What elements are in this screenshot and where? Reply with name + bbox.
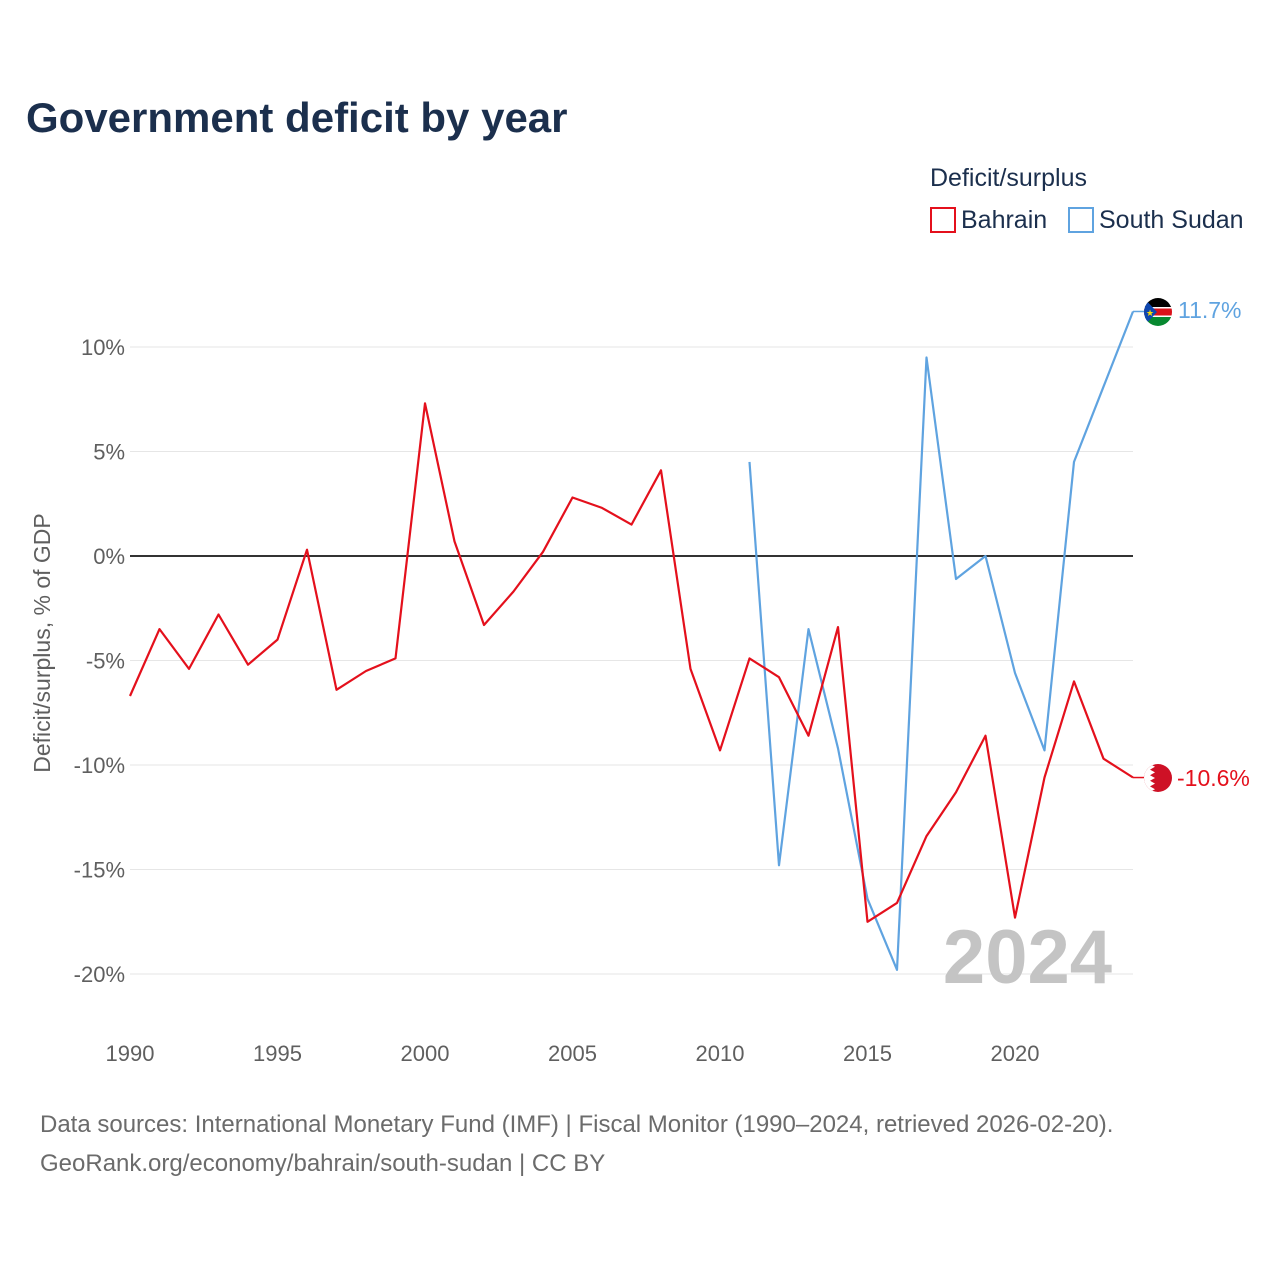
legend: Deficit/surplus Bahrain South Sudan: [930, 164, 1244, 234]
bahrain-flag: [1144, 764, 1172, 792]
x-tick-label: 1995: [253, 1041, 302, 1066]
data-point-south-sudan: [1130, 308, 1136, 314]
series-layer: [127, 308, 1144, 973]
data-point-bahrain: [776, 674, 782, 680]
data-point-south-sudan: [924, 354, 930, 360]
legend-label-south-sudan: South Sudan: [1099, 206, 1244, 234]
data-point-bahrain: [481, 622, 487, 628]
source-line-2: GeoRank.org/economy/bahrain/south-sudan …: [40, 1150, 605, 1177]
x-tick-label: 2005: [548, 1041, 597, 1066]
y-tick-label: 0%: [93, 544, 125, 569]
series-line-south-sudan: [748, 311, 1135, 971]
legend-label-bahrain: Bahrain: [961, 206, 1047, 234]
x-tick-label: 2010: [696, 1041, 745, 1066]
legend-item-bahrain[interactable]: Bahrain: [930, 206, 1047, 234]
data-point-south-sudan: [776, 862, 782, 868]
data-point-south-sudan: [1012, 670, 1018, 676]
data-point-bahrain: [688, 666, 694, 672]
data-point-south-sudan: [747, 459, 753, 465]
data-point-south-sudan: [953, 576, 959, 582]
data-point-bahrain: [216, 612, 222, 618]
data-point-bahrain: [304, 547, 310, 553]
x-tick-label: 2020: [991, 1041, 1040, 1066]
y-tick-label: -10%: [74, 753, 125, 778]
flags-layer: ★ 11.7% -10.6%: [1144, 297, 1250, 792]
y-tick-label: -5%: [86, 649, 125, 674]
data-point-bahrain: [599, 505, 605, 511]
legend-title: Deficit/surplus: [930, 164, 1087, 192]
data-point-south-sudan: [835, 745, 841, 751]
data-point-bahrain: [275, 637, 281, 643]
legend-item-south-sudan[interactable]: South Sudan: [1068, 206, 1244, 234]
x-tick-label: 1990: [106, 1041, 155, 1066]
y-tick-label: 5%: [93, 440, 125, 465]
data-point-bahrain: [452, 538, 458, 544]
y-axis-label: Deficit/surplus, % of GDP: [29, 513, 55, 772]
data-point-south-sudan: [983, 553, 989, 559]
svg-text:★: ★: [1146, 309, 1154, 319]
gridlines: [130, 346, 1133, 975]
data-point-bahrain: [658, 467, 664, 473]
data-point-bahrain: [570, 494, 576, 500]
data-point-bahrain: [1071, 678, 1077, 684]
data-point-bahrain: [1042, 775, 1048, 781]
data-point-south-sudan: [1101, 384, 1107, 390]
data-point-bahrain: [363, 668, 369, 674]
data-point-bahrain: [717, 747, 723, 753]
y-tick-label: -20%: [74, 962, 125, 987]
data-point-bahrain: [540, 549, 546, 555]
series-line-bahrain: [128, 402, 1134, 923]
source-line-1: Data sources: International Monetary Fun…: [40, 1111, 1113, 1138]
data-point-south-sudan: [894, 967, 900, 973]
end-label-bahrain: -10.6%: [1177, 765, 1250, 791]
data-point-bahrain: [186, 666, 192, 672]
end-label-south-sudan: 11.7%: [1178, 297, 1242, 323]
legend-swatch-bahrain: [930, 207, 956, 233]
chart-title: Government deficit by year: [26, 94, 568, 141]
data-point-bahrain: [1012, 915, 1018, 921]
data-point-bahrain: [245, 662, 251, 668]
data-point-south-sudan: [806, 626, 812, 632]
data-point-bahrain: [393, 655, 399, 661]
data-point-bahrain: [835, 624, 841, 630]
data-point-bahrain: [894, 900, 900, 906]
data-point-bahrain: [747, 655, 753, 661]
data-point-bahrain: [334, 687, 340, 693]
data-point-bahrain: [511, 589, 517, 595]
data-point-south-sudan: [1071, 459, 1077, 465]
y-tick-label: -15%: [74, 858, 125, 883]
x-tick-label: 2000: [401, 1041, 450, 1066]
x-axis-ticks: 1990 1995 2000 2005 2010 2015 2020: [106, 1041, 1040, 1066]
data-point-bahrain: [953, 789, 959, 795]
data-point-bahrain: [1130, 775, 1136, 781]
y-axis-ticks: 10% 5% 0% -5% -10% -15% -20%: [74, 335, 125, 987]
data-point-bahrain: [157, 626, 163, 632]
south-sudan-flag: ★: [1144, 298, 1172, 326]
data-point-bahrain: [806, 733, 812, 739]
data-point-bahrain: [127, 693, 133, 699]
y-tick-label: 10%: [81, 335, 125, 360]
data-point-bahrain: [629, 522, 635, 528]
data-point-bahrain: [422, 400, 428, 406]
data-point-bahrain: [983, 733, 989, 739]
year-watermark: 2024: [943, 915, 1112, 1000]
data-point-bahrain: [1101, 756, 1107, 762]
x-tick-label: 2015: [843, 1041, 892, 1066]
data-point-bahrain: [865, 919, 871, 925]
data-point-south-sudan: [1042, 747, 1048, 753]
data-point-bahrain: [924, 833, 930, 839]
legend-swatch-south-sudan: [1068, 207, 1094, 233]
